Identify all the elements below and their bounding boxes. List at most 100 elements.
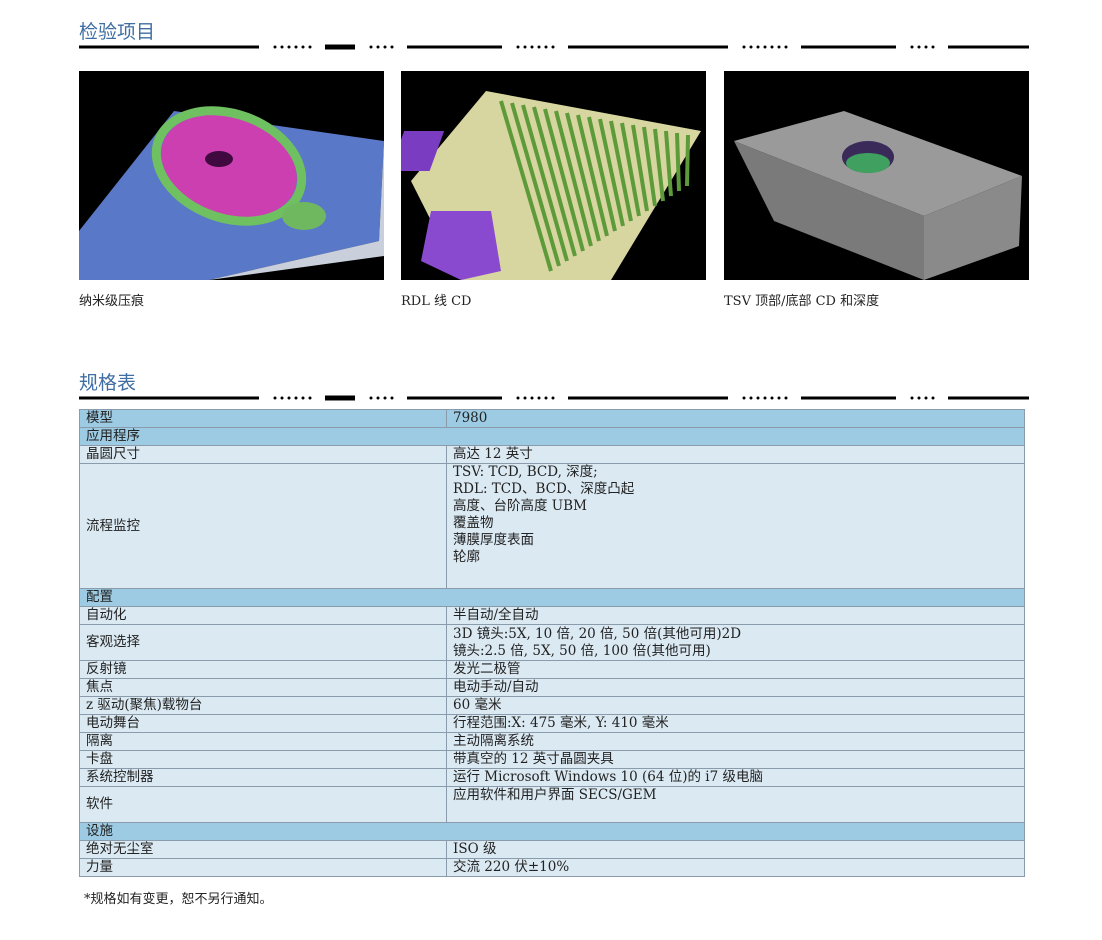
divider-bar [407,45,502,49]
spec-label: 系统控制器 [79,768,447,787]
rdl-line [598,118,625,227]
spec-label: 流程监控 [79,463,447,589]
spec-value-line: 交流 220 伏±10% [453,859,570,875]
divider-dot [516,45,520,49]
rdl-line [576,114,609,237]
spec-value-line: 应用软件和用户界面 SECS/GEM [453,787,657,803]
spec-row: 焦点 电动手动/自动 [79,678,1025,697]
spec-row: 系统控制器 运行 Microsoft Windows 10 (64 位)的 i7 … [79,768,1025,787]
divider-dot [390,396,394,400]
rdl-line [510,102,561,267]
divider-dot [523,396,527,400]
divider-dot [924,396,928,400]
divider-bar [79,45,259,49]
divider-dot [376,396,380,400]
divider-dot [287,45,291,49]
spec-value: 电动手动/自动 [446,678,1025,697]
divider-dot [537,45,541,49]
spec-value-line: 电动手动/自动 [453,679,539,695]
divider-dot [763,396,767,400]
spec-row: 模型 7980 [79,409,1025,428]
spec-value: 主动隔离系统 [446,732,1025,751]
divider-dot [910,396,914,400]
divider-dot [931,396,935,400]
section-divider [79,395,1029,401]
divider-dot [287,396,291,400]
spec-row: 应用程序 [79,427,1025,446]
spec-label: 反射镜 [79,660,447,679]
rdl-line [587,116,617,232]
spec-value-line: TSV: TCD, BCD, 深度; [453,464,598,480]
divider-dot [376,45,380,49]
image-tsv-hole [724,71,1029,280]
spec-value-line: 发光二极管 [453,661,521,677]
divider-dot [931,45,935,49]
divider-dot [530,396,534,400]
spec-value-line: 镜头:2.5 倍, 5X, 50 倍, 100 倍(其他可用) [453,642,711,659]
spec-value-line: 带真空的 12 英寸晶圆夹具 [453,751,614,767]
spec-value-line: 高度、台阶高度 UBM [453,498,587,514]
spec-label: 客观选择 [79,624,447,661]
spec-value-line: RDL: TCD、BCD、深度凸起 [453,481,635,497]
divider-dot [784,45,788,49]
divider-dot [749,45,753,49]
divider-dot [551,396,555,400]
footnote: *规格如有变更，恕不另行通知。 [84,892,273,907]
section-title-spec: 规格表 [79,372,137,394]
spec-label: 设施 [79,822,1025,841]
divider-dot [390,45,394,49]
spec-row: 卡盘 带真空的 12 英寸晶圆夹具 [79,750,1025,769]
rdl-line [675,132,681,192]
rdl-line [532,106,577,257]
divider-dot [523,45,527,49]
spec-row: 反射镜 发光二极管 [79,660,1025,679]
spec-label: 隔离 [79,732,447,751]
spec-value: 发光二极管 [446,660,1025,679]
spec-label: 电动舞台 [79,714,447,733]
spec-label: 自动化 [79,606,447,625]
divider-bar [801,396,896,400]
divider-dot [917,45,921,49]
divider-dot [924,45,928,49]
rdl-line [521,104,569,262]
spec-value: TSV: TCD, BCD, 深度; RDL: TCD、BCD、深度凸起 高度、台阶… [446,463,1025,589]
rdl-line [664,130,673,197]
spec-label: z 驱动(聚焦)载物台 [79,696,447,715]
divider-dot [742,45,746,49]
image-rdl-line [401,71,706,280]
rdl-line [609,120,633,222]
spec-label: 焦点 [79,678,447,697]
divider-dot [544,396,548,400]
divider-dot [294,45,298,49]
divider-dot [308,396,312,400]
spec-value: 高达 12 英寸 [446,445,1025,464]
spec-label: 应用程序 [79,427,1025,446]
spec-value: 运行 Microsoft Windows 10 (64 位)的 i7 级电脑 [446,768,1025,787]
spec-row: 力量 交流 220 伏±10% [79,858,1025,877]
section-title-inspection: 检验项目 [79,21,156,43]
spec-row: 设施 [79,822,1025,841]
divider-bar [325,44,355,50]
spec-value-line: 高达 12 英寸 [453,446,533,462]
spec-value: 半自动/全自动 [446,606,1025,625]
rdl-line [631,124,649,212]
divider-dot [537,396,541,400]
divider-dot [301,396,305,400]
spec-value-line: ISO 级 [453,841,497,857]
divider-bar [407,396,502,400]
spec-value-line: 运行 Microsoft Windows 10 (64 位)的 i7 级电脑 [453,769,763,785]
divider-bar [801,45,896,49]
divider-dot [770,396,774,400]
spec-value: 行程范围:X: 475 毫米, Y: 410 毫米 [446,714,1025,733]
rdl-line [620,122,641,217]
spec-value-line: 轮廓 [453,549,480,565]
caption-tsv: TSV 顶部/底部 CD 和深度 [724,294,880,309]
divider-bar [79,396,259,400]
divider-dot [742,396,746,400]
divider-dot [308,45,312,49]
spec-value: 交流 220 伏±10% [446,858,1025,877]
spec-value-line: 覆盖物 [453,515,494,531]
spec-value: ISO 级 [446,840,1025,859]
rdl-line [653,128,665,202]
spec-value-line: 行程范围:X: 475 毫米, Y: 410 毫米 [453,715,669,731]
